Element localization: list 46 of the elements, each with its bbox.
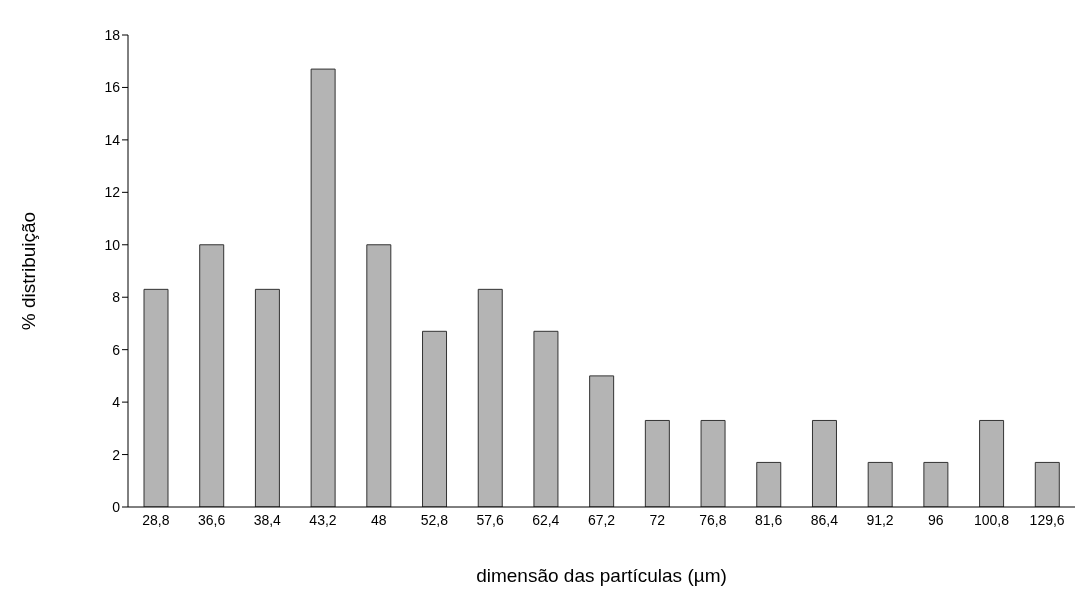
x-tick-label: 81,6 <box>754 511 783 528</box>
x-axis-title: dimensão das partículas (µm) <box>476 565 727 586</box>
y-tick-label: 10 <box>104 236 121 253</box>
bar <box>310 68 336 507</box>
x-tick-label: 48 <box>370 511 387 528</box>
y-tick-label: 0 <box>112 498 121 515</box>
bar <box>979 419 1005 507</box>
bar <box>867 461 893 507</box>
x-tick-label: 96 <box>927 511 944 528</box>
y-tick-label: 6 <box>112 341 121 358</box>
x-tick-label: 100,8 <box>973 511 1010 528</box>
x-tick-label: 28,8 <box>142 511 170 528</box>
x-tick-label: 67,2 <box>587 511 616 528</box>
y-tick-label: 4 <box>112 394 121 411</box>
x-tick-label: 72 <box>649 511 666 528</box>
bar <box>422 330 448 507</box>
bar <box>1034 461 1060 507</box>
bar <box>589 375 615 507</box>
y-tick-label: 8 <box>112 289 121 306</box>
x-tick-label: 36,6 <box>197 511 226 528</box>
x-tick-label: 76,8 <box>699 511 727 528</box>
bar <box>923 461 949 507</box>
x-tick-label: 86,4 <box>810 511 839 528</box>
y-tick-label: 18 <box>104 26 121 43</box>
x-tick-label: 129,6 <box>1029 511 1065 528</box>
bar <box>756 461 782 507</box>
bar <box>811 419 837 507</box>
y-tick-label: 16 <box>104 79 121 96</box>
bar <box>644 419 670 507</box>
x-tick-label: 62,4 <box>532 511 560 528</box>
x-tick-label: 52,8 <box>420 511 449 528</box>
bar <box>199 244 225 507</box>
y-tick-label: 14 <box>104 131 121 148</box>
bar <box>254 288 280 507</box>
bar <box>700 419 726 507</box>
bar <box>143 288 169 507</box>
x-tick-label: 57,6 <box>476 511 504 528</box>
bar <box>366 244 392 507</box>
bar <box>533 330 559 507</box>
y-tick-label: 12 <box>104 184 121 201</box>
y-tick-label: 2 <box>112 446 121 463</box>
x-tick-label: 43,2 <box>309 511 337 528</box>
y-axis-title: % distribuição <box>17 211 39 331</box>
x-tick-label: 38,4 <box>253 511 282 528</box>
x-tick-label: 91,2 <box>866 511 894 528</box>
bar <box>477 288 503 507</box>
